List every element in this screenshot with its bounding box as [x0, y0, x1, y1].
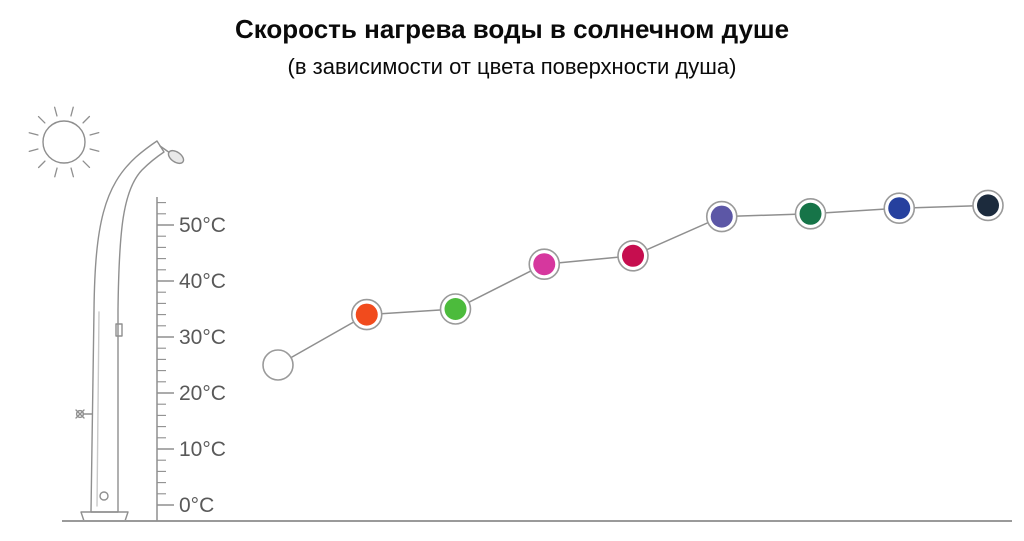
temperature-series [262, 189, 1004, 381]
sun-icon [28, 106, 100, 178]
solar-shower-icon [75, 140, 185, 522]
y-tick-label: 30°C [179, 326, 226, 349]
data-point-dark-green [794, 198, 827, 230]
data-point-blue [883, 192, 916, 224]
data-point-violet [705, 200, 738, 233]
y-tick-label: 10°C [179, 438, 226, 461]
data-point-magenta-pink [528, 248, 561, 281]
chart-subtitle: (в зависимости от цвета поверхности душа… [287, 54, 737, 79]
series-line [277, 204, 989, 366]
temperature-ruler [156, 197, 174, 521]
data-point-green [439, 293, 472, 325]
data-point-white [262, 349, 294, 381]
y-tick-label: 0°C [179, 494, 214, 517]
y-tick-label: 20°C [179, 382, 226, 405]
y-tick-label: 40°C [179, 270, 226, 293]
y-tick-label: 50°C [179, 214, 226, 237]
data-point-crimson [617, 240, 649, 272]
y-axis-labels: 0°C 10°C 20°C 30°C 40°C 50°C [179, 214, 226, 517]
chart-title: Скорость нагрева воды в солнечном душе [234, 14, 790, 44]
data-point-orange-red [350, 298, 383, 331]
data-point-dark-navy [972, 189, 1004, 222]
